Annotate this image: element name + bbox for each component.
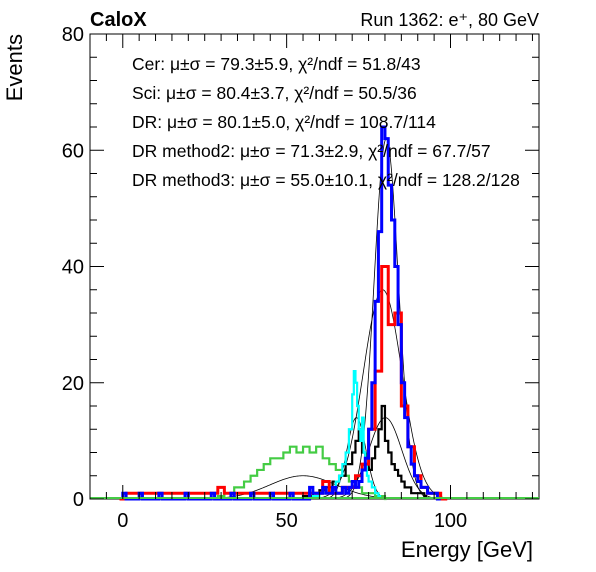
y-tick-label: 0 [73, 489, 84, 511]
legend-entry-2: Sci: μ±σ = 80.4±3.7, χ²/ndf = 50.5/36 [132, 83, 417, 103]
legend-method: DR method3: [132, 170, 240, 190]
legend-method: DR method2: [132, 141, 240, 161]
histogram-series [90, 125, 539, 501]
legend-entry-1: Cer: μ±σ = 79.3±5.9, χ²/ndf = 51.8/43 [132, 54, 421, 74]
legend-stats: μ±σ = 80.1±5.0, χ²/ndf = 108.7/114 [167, 112, 436, 132]
title-left: CaloX [90, 9, 147, 31]
legend-method: Sci: [132, 83, 166, 103]
histogram-series-4 [301, 404, 428, 499]
legend-entry-3: DR: μ±σ = 80.1±5.0, χ²/ndf = 108.7/114 [132, 112, 436, 132]
y-tick-label: 20 [62, 373, 84, 395]
title-right: Run 1362: e⁺, 80 GeV [360, 10, 539, 30]
plot-area [89, 33, 540, 500]
legend-stats: μ±σ = 80.4±3.7, χ²/ndf = 50.5/36 [166, 83, 417, 103]
x-tick-label: 0 [117, 510, 128, 532]
legend: Cer: μ±σ = 79.3±5.9, χ²/ndf = 51.8/43Sci… [132, 54, 520, 190]
legend-stats: μ±σ = 71.3±2.9, χ²/ndf = 67.7/57 [240, 141, 491, 161]
y-tick-label: 60 [62, 140, 84, 162]
legend-method: DR: [132, 112, 167, 132]
y-tick-label: 80 [62, 24, 84, 46]
x-tick-label: 100 [434, 510, 467, 532]
legend-entry-5: DR method3: μ±σ = 55.0±10.1, χ²/ndf = 12… [132, 170, 520, 190]
histogram-series-2 [121, 125, 441, 501]
legend-method: Cer: [132, 54, 170, 74]
legend-stats: μ±σ = 55.0±10.1, χ²/ndf = 128.2/128 [240, 170, 520, 190]
axes: 0 50 100 0 20 40 60 80 [62, 24, 539, 532]
x-axis-label: Energy [GeV] [401, 537, 533, 562]
y-tick-label: 40 [62, 257, 84, 279]
legend-entry-4: DR method2: μ±σ = 71.3±2.9, χ²/ndf = 67.… [132, 141, 491, 161]
y-axis-label: Events [2, 34, 27, 101]
x-tick-label: 50 [276, 510, 298, 532]
legend-stats: μ±σ = 79.3±5.9, χ²/ndf = 51.8/43 [170, 54, 421, 74]
